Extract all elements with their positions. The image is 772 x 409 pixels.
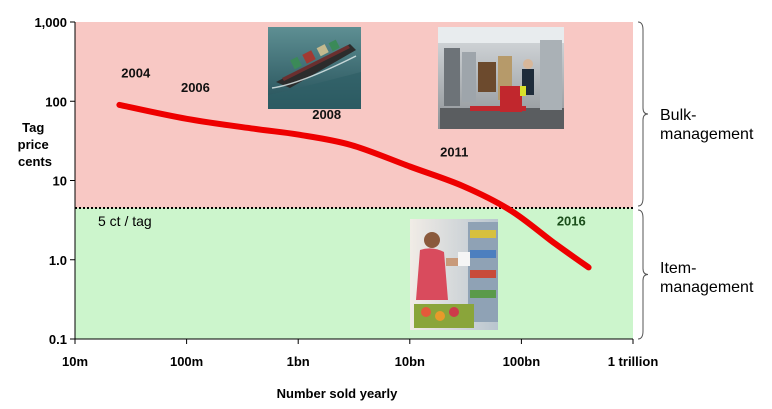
x-axis-ticks: 10m 100m 1bn 10bn 100bn 1 trillion (62, 339, 658, 369)
y-tick-label: 10 (53, 174, 67, 189)
item-management-label-line-1: Item- (660, 260, 696, 277)
year-label: 2004 (121, 65, 151, 80)
y-axis-title-line-3: cents (18, 154, 52, 169)
threshold-label: 5 ct / tag (98, 213, 152, 229)
bulk-management-label-line-2: management (660, 126, 754, 143)
y-tick-label: 1,000 (34, 15, 67, 30)
item-management-brace (637, 209, 649, 340)
x-axis-title: Number sold yearly (277, 386, 398, 401)
y-axis-title-line-2: price (18, 137, 49, 152)
year-label: 2006 (181, 80, 210, 95)
bulk-management-brace (637, 21, 649, 207)
year-label: 2008 (312, 107, 341, 122)
item-management-region (75, 207, 633, 339)
bulk-management-label-line-1: Bulk- (660, 107, 696, 124)
y-tick-label: 0.1 (49, 332, 67, 347)
year-labels: 2004 2006 2008 2011 2016 (121, 65, 586, 228)
x-tick-label: 100bn (503, 354, 541, 369)
x-tick-label: 10bn (395, 354, 425, 369)
item-management-label: Item- management (660, 260, 754, 296)
series-line (116, 101, 592, 271)
y-tick-label: 1.0 (49, 253, 67, 268)
x-tick-label: 100m (170, 354, 203, 369)
year-label: 2016 (557, 214, 586, 229)
bulk-management-label: Bulk- management (660, 107, 754, 143)
x-tick-label: 1bn (287, 354, 310, 369)
year-label: 2011 (440, 145, 468, 160)
container-ship-photo (268, 27, 361, 109)
y-axis-title-line-1: Tag (22, 120, 44, 135)
warehouse-forklift-photo (438, 27, 564, 129)
x-tick-label: 10m (62, 354, 88, 369)
y-tick-label: 100 (45, 94, 67, 109)
y-axis-ticks: 1,000 100 10 1.0 0.1 (34, 15, 75, 347)
item-management-label-line-2: management (660, 279, 754, 296)
x-tick-label: 1 trillion (608, 354, 659, 369)
y-axis-title: Tag price cents (18, 120, 53, 169)
shopper-supermarket-photo (410, 219, 498, 330)
